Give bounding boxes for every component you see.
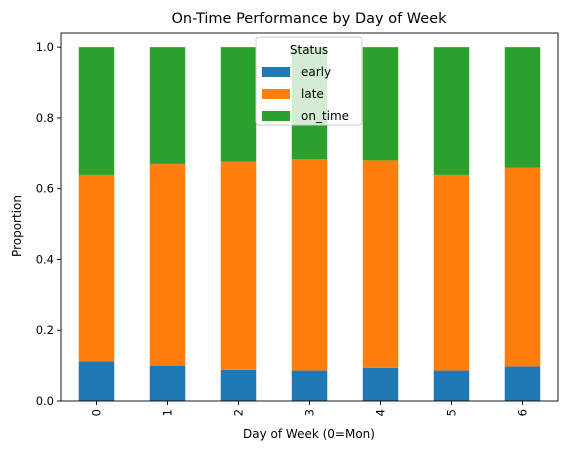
legend-label-late: late [301, 87, 324, 101]
y-tick-label: 0.4 [36, 252, 54, 266]
bar-early-2 [220, 369, 257, 401]
legend-swatch-on_time [262, 111, 290, 121]
y-tick-label: 0.8 [36, 111, 54, 125]
bar-on_time-0 [78, 47, 115, 175]
bar-late-6 [504, 167, 541, 367]
y-axis-label: Proportion [10, 195, 24, 257]
bar-early-4 [362, 367, 399, 401]
legend-title: Status [290, 43, 328, 57]
legend-label-on_time: on_time [301, 109, 349, 123]
bar-early-1 [149, 365, 186, 401]
x-tick-label: 3 [303, 409, 317, 416]
legend-label-early: early [301, 65, 331, 79]
legend-swatch-late [262, 89, 290, 99]
bar-late-3 [291, 159, 328, 371]
bar-late-0 [78, 174, 115, 362]
bar-on_time-2 [220, 47, 257, 162]
bars-group [78, 47, 541, 401]
bar-early-3 [291, 370, 328, 401]
y-tick-label: 0.0 [36, 394, 54, 408]
bar-on_time-6 [504, 47, 541, 168]
bar-on_time-4 [362, 47, 399, 161]
x-tick-label: 6 [516, 409, 530, 416]
x-tick-label: 1 [161, 409, 175, 416]
legend: Status early late on_time [255, 36, 363, 126]
legend-swatch-early [262, 67, 290, 77]
legend-box [255, 36, 363, 126]
x-tick-label: 0 [90, 409, 104, 416]
bar-on_time-5 [433, 47, 470, 175]
bar-late-2 [220, 161, 257, 370]
y-tick-label: 1.0 [36, 40, 54, 54]
bar-early-5 [433, 370, 470, 401]
legend-items: early late on_time [262, 65, 349, 123]
x-tick-label: 2 [232, 409, 246, 416]
x-axis-label: Day of Week (0=Mon) [243, 427, 375, 441]
bar-early-0 [78, 361, 115, 401]
axes-group: 0.0 0.2 0.4 0.6 0.8 1.0 0 1 2 3 4 5 6 [36, 32, 559, 416]
y-tick-label: 0.6 [36, 182, 54, 196]
y-tick-label: 0.2 [36, 323, 54, 337]
x-tick-label: 4 [374, 409, 388, 416]
bar-late-5 [433, 174, 470, 371]
bar-late-1 [149, 163, 186, 366]
bar-on_time-1 [149, 47, 186, 164]
bar-late-4 [362, 160, 399, 368]
x-tick-label: 5 [445, 409, 459, 416]
chart-title: On-Time Performance by Day of Week [171, 11, 447, 27]
bar-early-6 [504, 366, 541, 401]
